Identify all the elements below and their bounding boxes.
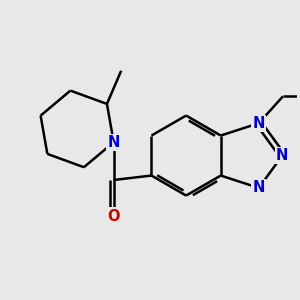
Text: N: N	[276, 148, 289, 163]
Text: N: N	[253, 116, 265, 131]
Text: N: N	[107, 135, 120, 150]
Text: N: N	[253, 180, 265, 195]
Text: O: O	[107, 208, 120, 224]
